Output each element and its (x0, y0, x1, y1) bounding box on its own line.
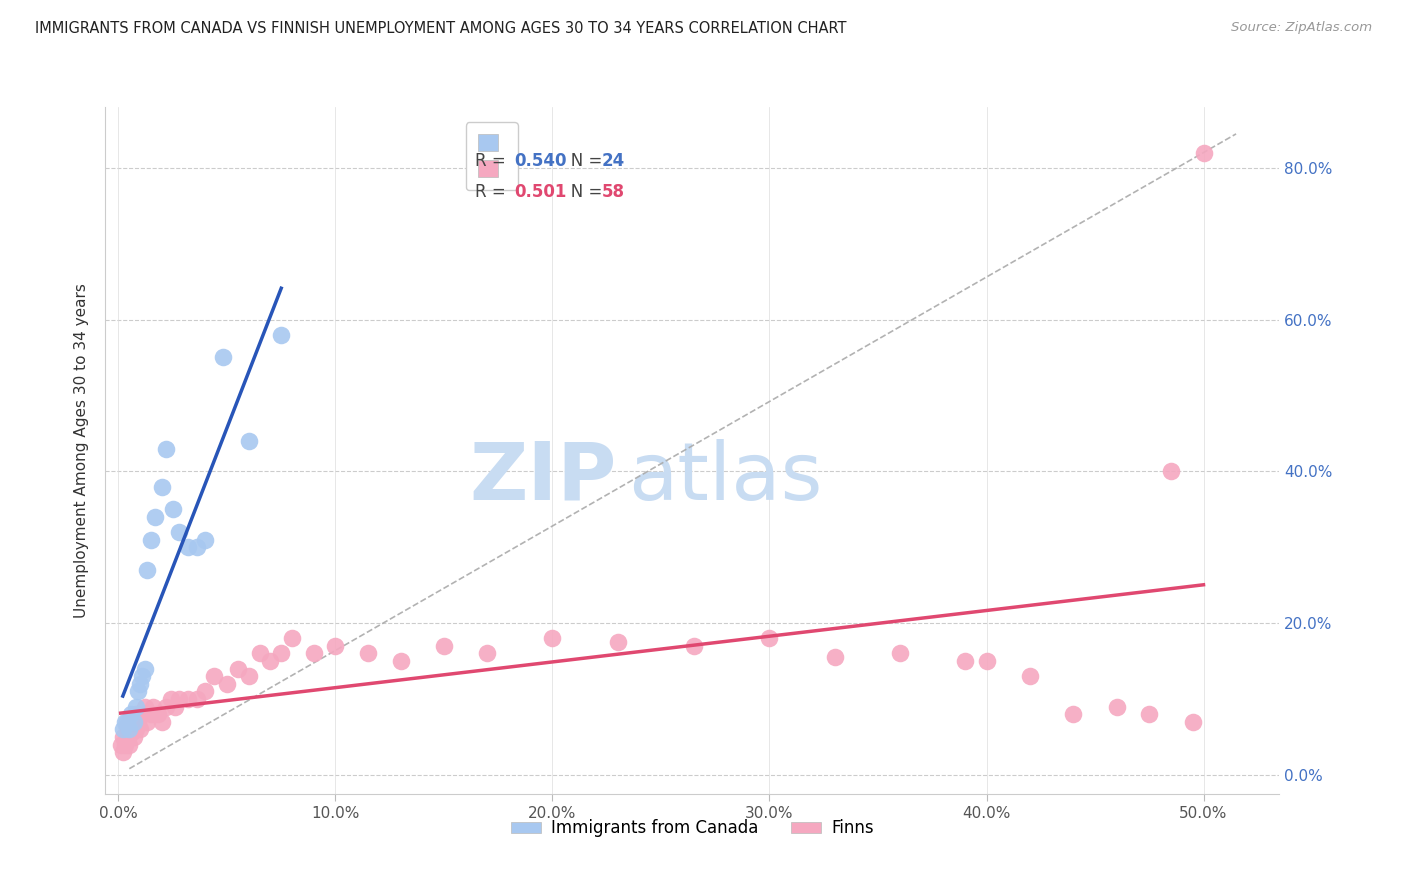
Point (131, 669, 153, 683)
Point (121, 707, 143, 722)
Point (122, 730, 145, 744)
Point (135, 563, 157, 577)
Point (139, 533, 162, 547)
Point (1137, 707, 1160, 722)
Point (270, 647, 292, 661)
Point (249, 647, 271, 661)
Point (115, 730, 138, 744)
Point (139, 707, 162, 722)
Text: N =: N = (555, 183, 607, 201)
Point (118, 738, 141, 752)
Point (163, 699, 186, 714)
Point (150, 479, 173, 493)
Point (111, 745, 134, 759)
Point (115, 714, 138, 729)
Text: 0.540: 0.540 (515, 152, 567, 169)
Point (202, 669, 225, 683)
Point (1019, 669, 1042, 683)
Point (131, 707, 153, 722)
Text: ZIP: ZIP (468, 439, 616, 517)
Point (111, 723, 134, 737)
Point (281, 632, 304, 646)
Point (194, 684, 217, 698)
Point (125, 699, 148, 714)
Point (238, 434, 260, 448)
Point (357, 647, 380, 661)
Text: 24: 24 (602, 152, 626, 169)
Point (325, 639, 347, 653)
Text: Source: ZipAtlas.com: Source: ZipAtlas.com (1232, 21, 1372, 35)
Point (155, 699, 177, 714)
Point (125, 707, 148, 722)
Point (682, 639, 704, 653)
Point (177, 692, 200, 706)
Point (194, 533, 217, 547)
Point (150, 714, 173, 729)
Point (758, 632, 780, 646)
Point (159, 692, 181, 706)
Point (167, 524, 190, 539)
Point (143, 509, 166, 524)
Y-axis label: Unemployment Among Ages 30 to 34 years: Unemployment Among Ages 30 to 34 years (75, 283, 90, 618)
Text: R =: R = (475, 183, 512, 201)
Point (186, 692, 208, 706)
Point (238, 669, 260, 683)
Point (477, 647, 499, 661)
Point (1105, 699, 1128, 714)
Point (824, 650, 846, 665)
Point (134, 699, 156, 714)
Point (606, 635, 628, 649)
Point (541, 632, 564, 646)
Point (155, 442, 177, 456)
Point (114, 738, 136, 752)
Point (162, 502, 184, 516)
Point (259, 654, 281, 668)
Point (129, 723, 152, 737)
Point (177, 540, 200, 554)
Point (129, 677, 152, 691)
Point (976, 654, 998, 668)
Point (122, 714, 145, 729)
Point (167, 692, 190, 706)
Text: R =: R = (475, 152, 512, 169)
Point (142, 699, 165, 714)
Point (1192, 145, 1215, 160)
Text: IMMIGRANTS FROM CANADA VS FINNISH UNEMPLOYMENT AMONG AGES 30 TO 34 YEARS CORRELA: IMMIGRANTS FROM CANADA VS FINNISH UNEMPL… (35, 21, 846, 37)
Point (389, 654, 412, 668)
Point (953, 654, 976, 668)
Text: N =: N = (555, 152, 607, 169)
Point (115, 718, 138, 732)
Point (226, 662, 249, 676)
Point (122, 714, 145, 729)
Point (127, 714, 149, 729)
Point (118, 723, 141, 737)
Point (110, 738, 132, 752)
Point (127, 684, 149, 698)
Point (135, 714, 157, 729)
Point (111, 730, 134, 744)
Text: 58: 58 (602, 183, 626, 201)
Point (211, 351, 233, 365)
Point (186, 540, 208, 554)
Legend: Immigrants from Canada, Finns: Immigrants from Canada, Finns (505, 813, 880, 844)
Text: atlas: atlas (628, 439, 823, 517)
Point (134, 662, 156, 676)
Point (121, 726, 143, 740)
Point (118, 714, 141, 729)
Point (1160, 464, 1182, 478)
Point (270, 327, 292, 342)
Point (433, 639, 456, 653)
Point (302, 647, 325, 661)
Point (1062, 707, 1084, 722)
Point (125, 723, 148, 737)
Text: 0.501: 0.501 (515, 183, 567, 201)
Point (1181, 714, 1204, 729)
Point (114, 714, 136, 729)
Point (215, 677, 238, 691)
Point (889, 647, 911, 661)
Point (146, 707, 169, 722)
